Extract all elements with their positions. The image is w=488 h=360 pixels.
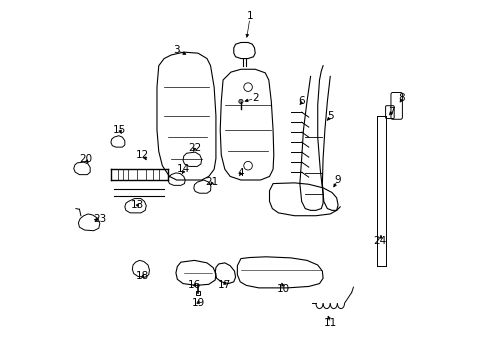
Text: 3: 3 <box>173 45 180 55</box>
Text: 9: 9 <box>333 175 340 185</box>
Text: 24: 24 <box>373 236 386 246</box>
Text: 21: 21 <box>205 177 219 187</box>
Text: 1: 1 <box>246 11 253 21</box>
Text: 2: 2 <box>251 93 258 103</box>
Text: 7: 7 <box>387 107 393 117</box>
Text: 13: 13 <box>130 200 143 210</box>
Text: 5: 5 <box>326 111 333 121</box>
Circle shape <box>238 99 243 104</box>
Text: 15: 15 <box>113 125 126 135</box>
Text: 10: 10 <box>277 284 290 294</box>
Text: 20: 20 <box>79 154 92 163</box>
Text: 12: 12 <box>136 150 149 160</box>
Text: 4: 4 <box>237 168 244 178</box>
Text: 11: 11 <box>323 318 336 328</box>
Bar <box>196 292 200 295</box>
Text: 6: 6 <box>298 96 305 107</box>
Text: 18: 18 <box>136 271 149 282</box>
Text: 19: 19 <box>191 298 204 308</box>
Text: 14: 14 <box>177 164 190 174</box>
Text: 22: 22 <box>187 143 201 153</box>
Text: 16: 16 <box>187 280 201 291</box>
Text: 23: 23 <box>93 214 106 224</box>
Text: 8: 8 <box>398 93 404 103</box>
Text: 17: 17 <box>218 280 231 291</box>
